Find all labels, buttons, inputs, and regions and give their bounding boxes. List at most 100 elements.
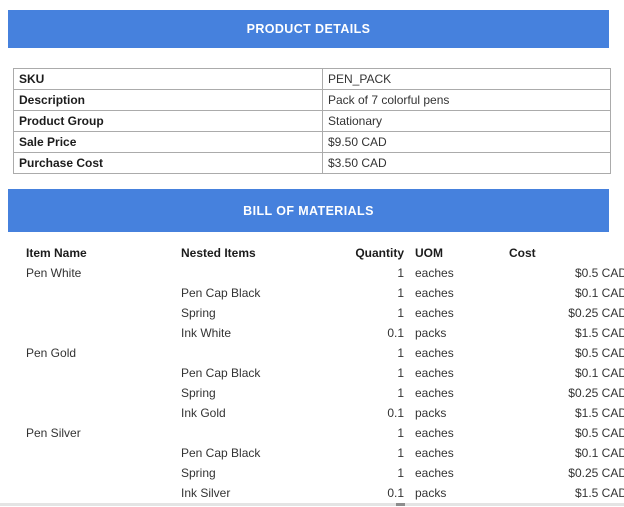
product-details-title: PRODUCT DETAILS bbox=[246, 22, 371, 36]
detail-label: SKU bbox=[13, 68, 323, 90]
bom-cell-cost: $0.1 CAD bbox=[574, 446, 624, 460]
bom-cell-qty: 1 bbox=[397, 446, 404, 460]
bom-body: Pen White 1 eaches $0.5 CAD Pen Cap Black 1 ea… bbox=[26, 263, 624, 503]
bom-cell-item: Pen Silver bbox=[26, 426, 81, 440]
bom-cell-nested: Pen Cap Black bbox=[181, 446, 261, 460]
bom-cell-nested: Pen Cap Black bbox=[181, 286, 261, 300]
next-section-cutoff-line bbox=[0, 503, 624, 506]
bom-row: Pen Silver 1 eaches $0.5 CAD bbox=[26, 423, 624, 443]
bom-cell-nested: Pen Cap Black bbox=[181, 366, 261, 380]
bom-cell-item bbox=[26, 303, 181, 323]
product-details-table: SKU PEN_PACK Description Pack of 7 colorful… bbox=[13, 68, 611, 174]
detail-row: Sale Price $9.50 CAD bbox=[13, 131, 611, 153]
detail-value: $3.50 CAD bbox=[322, 152, 611, 174]
bom-row: Spring 1 eaches $0.25 CAD bbox=[26, 303, 624, 323]
bom-cell-uom: eaches bbox=[415, 346, 454, 360]
product-details-body: SKU PEN_PACK Description Pack of 7 colorful… bbox=[13, 68, 611, 174]
bom-row: Ink Gold 0.1 packs $1.5 CAD bbox=[26, 403, 624, 423]
detail-value: $9.50 CAD bbox=[322, 131, 611, 153]
bom-cell-qty: 1 bbox=[397, 346, 404, 360]
bom-cell-uom: eaches bbox=[415, 286, 454, 300]
bom-cell-nested bbox=[181, 343, 348, 363]
bom-cell-nested: Ink White bbox=[181, 326, 232, 340]
bom-cell-qty: 1 bbox=[397, 286, 404, 300]
bom-cell-cost: $1.5 CAD bbox=[574, 486, 624, 500]
bom-cell-item bbox=[26, 463, 181, 483]
bom-cell-nested: Ink Gold bbox=[181, 406, 226, 420]
bom-cell-cost: $0.25 CAD bbox=[568, 306, 624, 320]
bom-cell-nested bbox=[181, 263, 348, 283]
bom-cell-uom: packs bbox=[415, 326, 447, 340]
bom-row: Spring 1 eaches $0.25 CAD bbox=[26, 383, 624, 403]
bom-cell-cost: $0.25 CAD bbox=[568, 466, 624, 480]
bom-cell-cost: $0.5 CAD bbox=[574, 266, 624, 280]
bom-cell-item bbox=[26, 363, 181, 383]
bom-row: Pen White 1 eaches $0.5 CAD bbox=[26, 263, 624, 283]
detail-label: Product Group bbox=[13, 110, 323, 132]
bom-cell-nested: Ink Silver bbox=[181, 486, 231, 500]
bom-cell-item: Pen White bbox=[26, 266, 82, 280]
bom-cell-cost: $1.5 CAD bbox=[574, 406, 624, 420]
bom-cell-nested: Spring bbox=[181, 386, 216, 400]
bill-of-materials-table: Item Name Nested Items Quantity UOM Cost Pen… bbox=[26, 243, 624, 503]
bom-row: Pen Cap Black 1 eaches $0.1 CAD bbox=[26, 443, 624, 463]
bom-cell-cost: $1.5 CAD bbox=[574, 326, 624, 340]
bom-column-header: Nested Items bbox=[181, 246, 256, 260]
bom-cell-uom: eaches bbox=[415, 366, 454, 380]
bom-cell-uom: packs bbox=[415, 406, 447, 420]
bill-of-materials-title: BILL OF MATERIALS bbox=[243, 203, 374, 218]
detail-value: Stationary bbox=[322, 110, 611, 132]
detail-row: Product Group Stationary bbox=[13, 110, 611, 132]
bom-cell-qty: 1 bbox=[397, 426, 404, 440]
detail-label: Sale Price bbox=[13, 131, 323, 153]
bom-cell-qty: 0.1 bbox=[387, 486, 404, 500]
bom-cell-qty: 1 bbox=[397, 466, 404, 480]
bom-cell-qty: 0.1 bbox=[387, 326, 404, 340]
bom-cell-uom: eaches bbox=[415, 426, 454, 440]
detail-value: Pack of 7 colorful pens bbox=[322, 89, 611, 111]
bom-cell-qty: 1 bbox=[397, 366, 404, 380]
bom-cell-item bbox=[26, 483, 181, 503]
bom-cell-qty: 0.1 bbox=[387, 406, 404, 420]
bom-cell-nested: Spring bbox=[181, 466, 216, 480]
bom-header-row: Item Name Nested Items Quantity UOM Cost bbox=[26, 243, 624, 263]
bom-cell-uom: eaches bbox=[415, 386, 454, 400]
next-section-cutoff-mark bbox=[396, 503, 405, 506]
bom-cell-uom: eaches bbox=[415, 466, 454, 480]
bom-cell-qty: 1 bbox=[397, 386, 404, 400]
bom-cell-cost: $0.1 CAD bbox=[574, 366, 624, 380]
bom-row: Ink White 0.1 packs $1.5 CAD bbox=[26, 323, 624, 343]
bom-cell-nested: Spring bbox=[181, 306, 216, 320]
bom-cell-item bbox=[26, 403, 181, 423]
bom-column-header: Quantity bbox=[355, 246, 404, 260]
detail-value: PEN_PACK bbox=[322, 68, 611, 90]
detail-row: SKU PEN_PACK bbox=[13, 68, 611, 90]
bom-row: Ink Silver 0.1 packs $1.5 CAD bbox=[26, 483, 624, 503]
bom-cell-uom: eaches bbox=[415, 446, 454, 460]
bom-cell-cost: $0.5 CAD bbox=[574, 426, 624, 440]
detail-row: Purchase Cost $3.50 CAD bbox=[13, 152, 611, 174]
bom-cell-item bbox=[26, 323, 181, 343]
detail-label: Purchase Cost bbox=[13, 152, 323, 174]
bom-cell-item bbox=[26, 283, 181, 303]
bom-cell-item: Pen Gold bbox=[26, 346, 77, 360]
bom-cell-nested bbox=[181, 423, 348, 443]
bom-row: Spring 1 eaches $0.25 CAD bbox=[26, 463, 624, 483]
bom-row: Pen Cap Black 1 eaches $0.1 CAD bbox=[26, 283, 624, 303]
bom-cell-qty: 1 bbox=[397, 306, 404, 320]
bom-cell-cost: $0.25 CAD bbox=[568, 386, 624, 400]
bom-column-header: Item Name bbox=[26, 246, 87, 260]
bom-cell-cost: $0.1 CAD bbox=[574, 286, 624, 300]
bom-column-header: UOM bbox=[415, 246, 443, 260]
bom-cell-cost: $0.5 CAD bbox=[574, 346, 624, 360]
detail-label: Description bbox=[13, 89, 323, 111]
bom-row: Pen Cap Black 1 eaches $0.1 CAD bbox=[26, 363, 624, 383]
bom-cell-qty: 1 bbox=[397, 266, 404, 280]
bom-cell-uom: packs bbox=[415, 486, 447, 500]
detail-row: Description Pack of 7 colorful pens bbox=[13, 89, 611, 111]
bom-cell-uom: eaches bbox=[415, 266, 454, 280]
bom-column-header: Cost bbox=[509, 246, 536, 260]
bill-of-materials-header: BILL OF MATERIALS bbox=[8, 189, 609, 232]
product-details-header: PRODUCT DETAILS bbox=[8, 10, 609, 48]
bom-cell-item bbox=[26, 383, 181, 403]
